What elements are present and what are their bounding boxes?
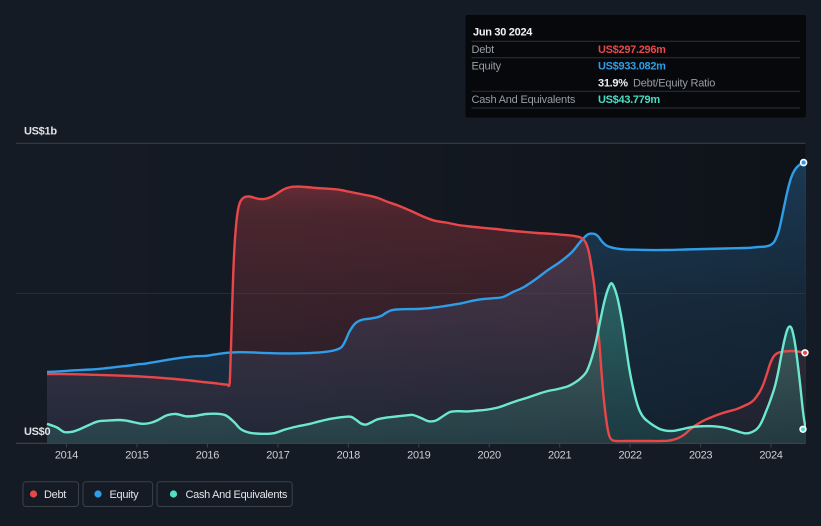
svg-text:2020: 2020 xyxy=(478,450,501,462)
svg-text:2024: 2024 xyxy=(759,450,782,462)
svg-text:2016: 2016 xyxy=(196,450,219,462)
svg-text:US$933.082m: US$933.082m xyxy=(598,61,666,73)
svg-text:US$1b: US$1b xyxy=(24,126,57,138)
svg-text:US$297.296m: US$297.296m xyxy=(598,44,666,56)
svg-text:2018: 2018 xyxy=(337,450,360,462)
svg-text:2017: 2017 xyxy=(266,450,289,462)
svg-text:Cash And Equivalents: Cash And Equivalents xyxy=(186,489,288,501)
svg-text:Equity: Equity xyxy=(472,61,502,73)
svg-text:US$43.779m: US$43.779m xyxy=(598,94,660,106)
svg-text:Debt: Debt xyxy=(44,489,66,501)
svg-text:US$0: US$0 xyxy=(24,426,50,438)
svg-text:Debt: Debt xyxy=(472,44,495,56)
svg-text:Jun 30 2024: Jun 30 2024 xyxy=(473,27,533,39)
svg-text:Equity: Equity xyxy=(110,489,140,501)
svg-text:2023: 2023 xyxy=(689,450,712,462)
svg-text:Debt/Equity Ratio: Debt/Equity Ratio xyxy=(633,78,715,90)
svg-text:2021: 2021 xyxy=(548,450,571,462)
svg-text:2019: 2019 xyxy=(407,450,430,462)
svg-text:Cash And Equivalents: Cash And Equivalents xyxy=(472,94,576,106)
svg-text:31.9%: 31.9% xyxy=(598,78,628,90)
svg-text:2015: 2015 xyxy=(125,450,148,462)
svg-text:2022: 2022 xyxy=(618,450,641,462)
svg-text:2014: 2014 xyxy=(55,450,78,462)
